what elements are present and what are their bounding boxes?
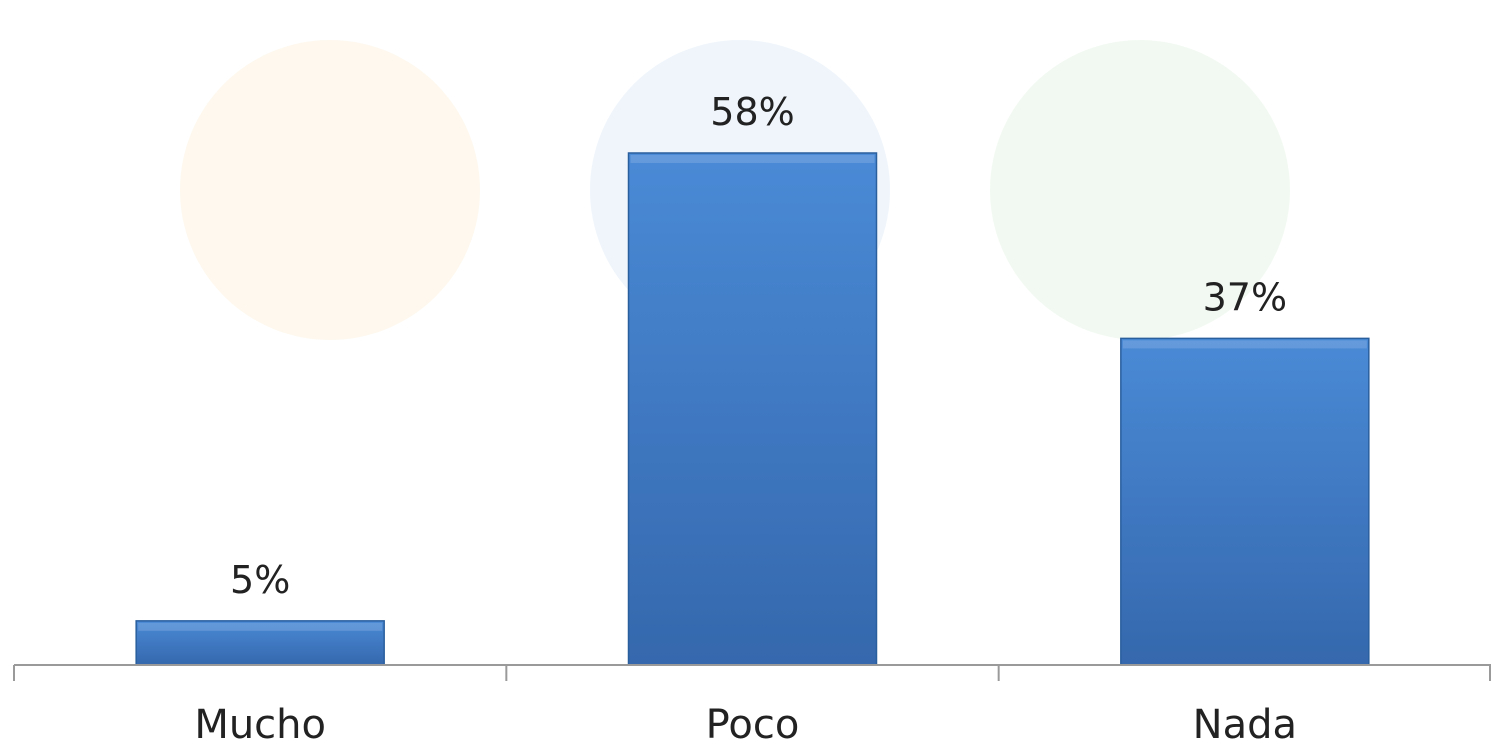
data-label: 37%	[1203, 275, 1287, 319]
data-labels: 5% 58% 37%	[230, 90, 1287, 602]
bar-highlight	[630, 155, 875, 163]
bar-mucho	[135, 620, 385, 666]
category-labels: Mucho Poco Nada	[194, 702, 1297, 743]
bar-poco	[627, 152, 878, 666]
x-axis-ticks	[13, 665, 1491, 681]
category-label: Mucho	[194, 702, 326, 743]
bar-nada	[1120, 337, 1370, 666]
data-label: 5%	[230, 558, 290, 602]
data-label: 58%	[710, 90, 794, 134]
bar-highlight	[1122, 340, 1367, 349]
category-label: Nada	[1193, 702, 1297, 743]
category-label: Poco	[706, 702, 800, 743]
bar-highlight	[138, 622, 383, 631]
bars-group	[135, 152, 1370, 666]
